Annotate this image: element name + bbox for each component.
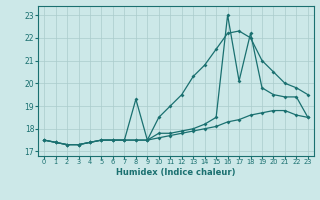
X-axis label: Humidex (Indice chaleur): Humidex (Indice chaleur) [116, 168, 236, 177]
